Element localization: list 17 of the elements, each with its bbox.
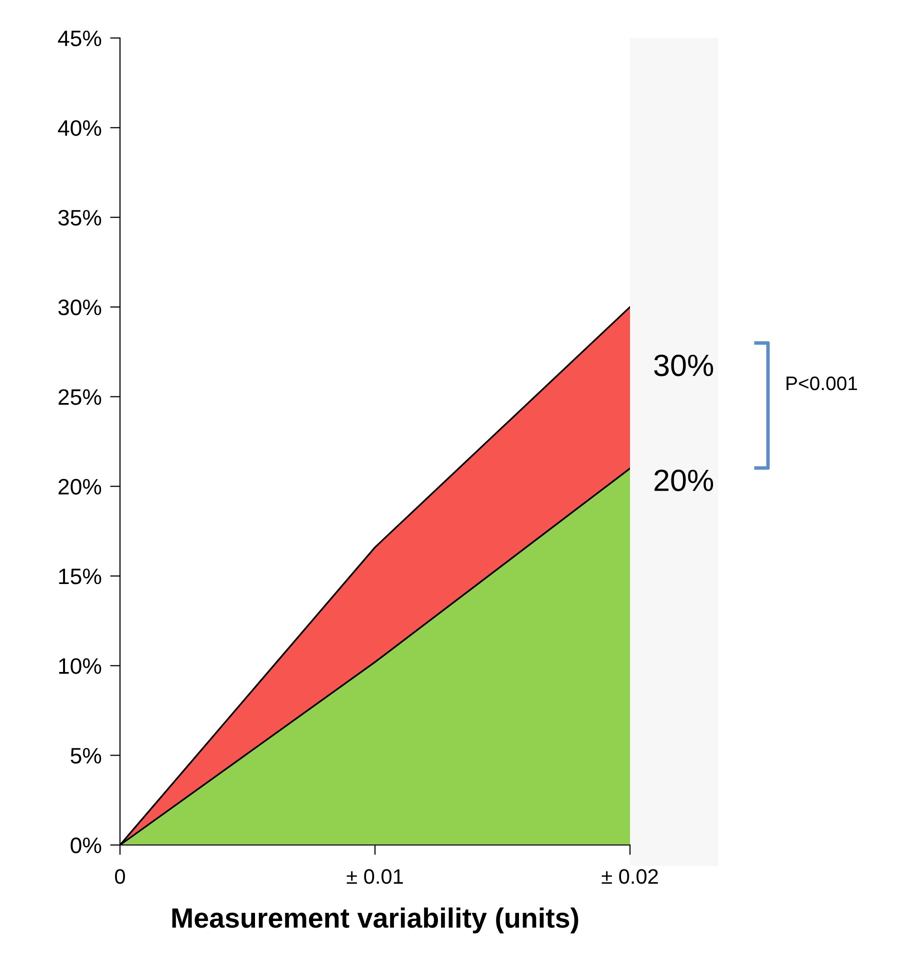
x-tick-label: ± 0.02 [602, 869, 658, 884]
y-tick-label: 45% [58, 30, 102, 46]
y-tick-label: 35% [58, 210, 102, 226]
text: P<0.001 [786, 376, 858, 390]
y-tick-label: 25% [58, 389, 102, 405]
x-axis-title: Measurement variability (units) [172, 907, 578, 934]
text: 20% [654, 470, 714, 492]
y-tick-label: 10% [59, 658, 102, 674]
text: 30% [654, 354, 714, 376]
y-tick-label: 0% [70, 838, 102, 854]
x-tick-label: 0 [115, 869, 125, 884]
y-tick-label: 40% [58, 120, 102, 136]
y-tick-label: 20% [58, 478, 102, 495]
y-tick-label: 5% [70, 748, 102, 764]
x-tick-label: ± 0.01 [346, 869, 403, 884]
y-tick-label: 15% [59, 568, 102, 584]
y-tick-label: 30% [58, 300, 102, 316]
